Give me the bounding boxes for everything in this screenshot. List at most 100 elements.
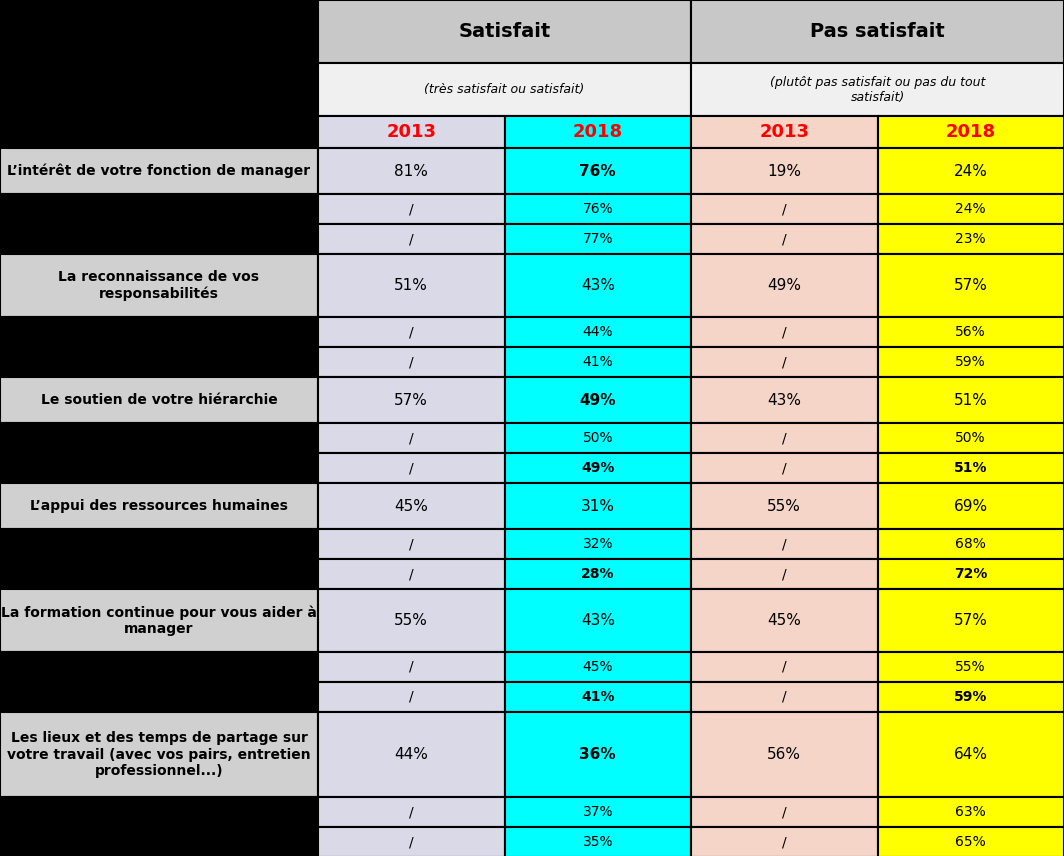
Text: L’intérêt de votre fonction de manager: L’intérêt de votre fonction de manager xyxy=(7,163,311,178)
Bar xyxy=(691,148,878,194)
Text: 51%: 51% xyxy=(395,278,428,293)
Bar xyxy=(878,116,1064,148)
Bar xyxy=(504,712,691,797)
Bar xyxy=(878,712,1064,797)
Text: 51%: 51% xyxy=(954,461,987,475)
Bar xyxy=(318,377,504,423)
Bar xyxy=(691,194,878,224)
Bar xyxy=(878,589,1064,652)
Bar xyxy=(0,194,318,224)
Bar xyxy=(878,652,1064,682)
Text: 55%: 55% xyxy=(395,613,428,628)
Bar xyxy=(0,682,318,712)
Text: /: / xyxy=(782,202,786,216)
Bar xyxy=(318,453,504,483)
Text: 35%: 35% xyxy=(582,835,613,849)
Bar xyxy=(318,347,504,377)
Bar xyxy=(504,377,691,423)
Bar xyxy=(691,483,878,529)
Text: 43%: 43% xyxy=(581,278,615,293)
Text: 24%: 24% xyxy=(955,202,986,216)
Text: 59%: 59% xyxy=(955,355,986,369)
Text: Le soutien de votre hiérarchie: Le soutien de votre hiérarchie xyxy=(40,393,278,407)
Text: 2013: 2013 xyxy=(386,123,436,141)
Bar xyxy=(691,377,878,423)
Bar xyxy=(504,453,691,483)
Bar xyxy=(0,148,318,194)
Bar xyxy=(691,559,878,589)
Text: /: / xyxy=(782,232,786,246)
Text: 51%: 51% xyxy=(953,393,987,407)
Text: 65%: 65% xyxy=(955,835,986,849)
Bar xyxy=(691,224,878,254)
Text: 43%: 43% xyxy=(767,393,801,407)
Bar xyxy=(318,589,504,652)
Text: 69%: 69% xyxy=(953,498,987,514)
Bar xyxy=(878,797,1064,827)
Bar xyxy=(878,529,1064,559)
Bar xyxy=(878,483,1064,529)
Text: /: / xyxy=(409,660,414,674)
Bar xyxy=(318,63,691,116)
Bar xyxy=(878,377,1064,423)
Text: 57%: 57% xyxy=(395,393,428,407)
Text: /: / xyxy=(409,567,414,581)
Text: /: / xyxy=(782,325,786,339)
Text: 50%: 50% xyxy=(582,431,613,445)
Bar xyxy=(504,797,691,827)
Text: 55%: 55% xyxy=(955,660,986,674)
Text: /: / xyxy=(409,805,414,819)
Bar xyxy=(318,116,504,148)
Bar xyxy=(0,529,318,559)
Text: /: / xyxy=(782,567,786,581)
Bar xyxy=(0,483,318,529)
Text: 49%: 49% xyxy=(581,461,614,475)
Text: 24%: 24% xyxy=(953,163,987,179)
Bar xyxy=(504,682,691,712)
Text: 50%: 50% xyxy=(955,431,986,445)
Text: /: / xyxy=(782,355,786,369)
Text: /: / xyxy=(782,537,786,551)
Bar xyxy=(691,347,878,377)
Bar xyxy=(318,148,504,194)
Bar xyxy=(878,148,1064,194)
Text: 63%: 63% xyxy=(955,805,986,819)
Bar xyxy=(318,652,504,682)
Text: /: / xyxy=(409,431,414,445)
Bar xyxy=(504,827,691,856)
Text: 23%: 23% xyxy=(955,232,986,246)
Text: 57%: 57% xyxy=(953,613,987,628)
Bar xyxy=(691,453,878,483)
Text: 81%: 81% xyxy=(395,163,428,179)
Text: 2013: 2013 xyxy=(760,123,810,141)
Text: /: / xyxy=(409,325,414,339)
Text: 44%: 44% xyxy=(582,325,613,339)
Bar xyxy=(691,529,878,559)
Text: 31%: 31% xyxy=(581,498,615,514)
Bar xyxy=(0,559,318,589)
Text: /: / xyxy=(409,835,414,849)
Text: 41%: 41% xyxy=(582,355,613,369)
Bar xyxy=(878,254,1064,317)
Text: Les lieux et des temps de partage sur
votre travail (avec vos pairs, entretien
p: Les lieux et des temps de partage sur vo… xyxy=(7,731,311,778)
Bar xyxy=(504,148,691,194)
Text: 55%: 55% xyxy=(767,498,801,514)
Bar xyxy=(504,559,691,589)
Bar xyxy=(504,194,691,224)
Bar xyxy=(691,423,878,453)
Text: 2018: 2018 xyxy=(946,123,996,141)
Text: 49%: 49% xyxy=(580,393,616,407)
Bar xyxy=(0,63,318,116)
Bar xyxy=(691,589,878,652)
Bar xyxy=(878,827,1064,856)
Bar xyxy=(504,529,691,559)
Text: L’appui des ressources humaines: L’appui des ressources humaines xyxy=(30,499,288,513)
Bar xyxy=(0,453,318,483)
Bar xyxy=(0,116,318,148)
Bar xyxy=(878,224,1064,254)
Text: 77%: 77% xyxy=(582,232,613,246)
Bar xyxy=(318,317,504,347)
Text: /: / xyxy=(409,232,414,246)
Text: 68%: 68% xyxy=(955,537,986,551)
Text: 45%: 45% xyxy=(582,660,613,674)
